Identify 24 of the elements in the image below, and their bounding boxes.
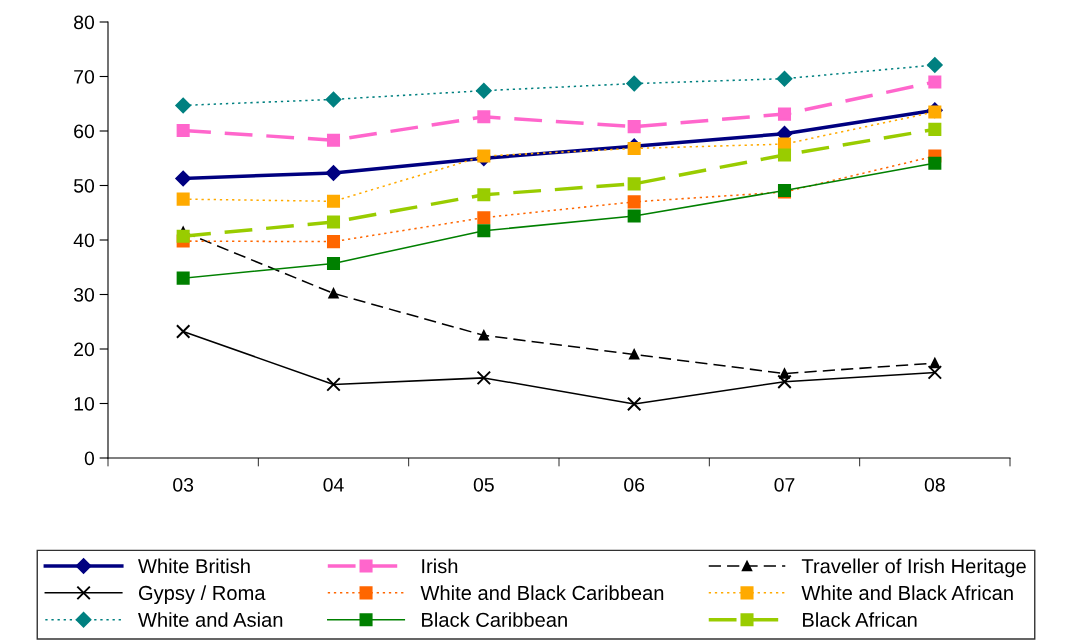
legend-label: Gypsy / Roma (138, 585, 266, 605)
x-tick-label: 05 (473, 477, 494, 492)
x-tick-label: 08 (924, 477, 945, 492)
legend-label: White and Asian (138, 612, 283, 627)
y-tick-label: 0 (84, 451, 95, 466)
y-tick-label: 60 (74, 124, 95, 139)
x-tick-label: 04 (323, 477, 344, 492)
x-tick-label: 03 (173, 477, 194, 492)
y-tick-label: 80 (74, 15, 95, 30)
legend-label: Irish (422, 558, 458, 574)
legend-label: White and Black African (801, 585, 1013, 601)
y-tick-label: 40 (73, 233, 95, 248)
x-tick-label: 06 (624, 477, 645, 492)
y-tick-label: 20 (74, 342, 95, 357)
legend-label: White British (138, 558, 250, 574)
legend-label: White and Black Caribbean (420, 585, 664, 601)
x-tick-label: 07 (774, 477, 795, 492)
y-tick-label: 30 (73, 287, 95, 302)
y-tick-label: 70 (74, 69, 95, 84)
legend-label: Black African (803, 612, 917, 627)
legend-label: Black Caribbean (422, 612, 567, 627)
y-tick-label: 10 (74, 396, 95, 411)
legend-label: Traveller of Irish Heritage (801, 558, 1026, 578)
y-tick-label: 50 (73, 178, 95, 193)
